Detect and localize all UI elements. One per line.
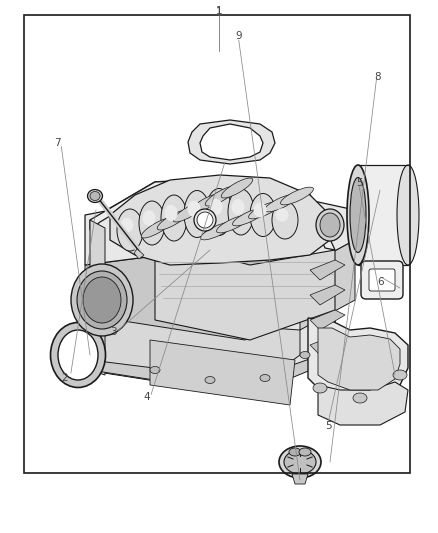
Ellipse shape — [313, 383, 327, 393]
Polygon shape — [150, 340, 295, 405]
Ellipse shape — [260, 375, 270, 382]
Ellipse shape — [205, 376, 215, 384]
Ellipse shape — [350, 177, 366, 253]
Polygon shape — [155, 240, 335, 340]
Ellipse shape — [299, 448, 311, 456]
Polygon shape — [134, 249, 144, 259]
Polygon shape — [308, 318, 408, 398]
Polygon shape — [85, 245, 300, 340]
Ellipse shape — [157, 210, 189, 230]
Ellipse shape — [194, 209, 216, 231]
Text: 6: 6 — [378, 278, 385, 287]
Ellipse shape — [320, 213, 340, 237]
Ellipse shape — [142, 211, 155, 225]
Ellipse shape — [77, 271, 127, 329]
Polygon shape — [90, 178, 335, 250]
Ellipse shape — [83, 277, 121, 323]
Ellipse shape — [397, 165, 419, 265]
Ellipse shape — [289, 448, 301, 456]
Ellipse shape — [173, 202, 205, 222]
Ellipse shape — [150, 367, 160, 374]
Ellipse shape — [90, 191, 100, 200]
Text: 8: 8 — [374, 72, 381, 82]
Ellipse shape — [284, 450, 316, 474]
Ellipse shape — [50, 322, 106, 387]
Ellipse shape — [184, 190, 210, 238]
Ellipse shape — [281, 187, 314, 205]
Ellipse shape — [279, 446, 321, 478]
Ellipse shape — [120, 217, 134, 232]
Polygon shape — [358, 165, 408, 265]
Ellipse shape — [347, 165, 369, 265]
Ellipse shape — [265, 194, 297, 212]
Bar — [24, 15, 410, 473]
Polygon shape — [310, 260, 345, 280]
FancyBboxPatch shape — [369, 269, 395, 291]
Ellipse shape — [141, 218, 173, 238]
Ellipse shape — [233, 208, 265, 226]
Ellipse shape — [300, 351, 310, 359]
Polygon shape — [292, 474, 308, 484]
Ellipse shape — [205, 186, 237, 206]
Polygon shape — [310, 335, 345, 355]
Ellipse shape — [117, 209, 143, 251]
Ellipse shape — [248, 201, 282, 219]
Ellipse shape — [139, 201, 165, 245]
Polygon shape — [310, 285, 345, 305]
Polygon shape — [200, 124, 263, 160]
Ellipse shape — [206, 189, 232, 236]
Polygon shape — [300, 240, 355, 330]
Ellipse shape — [209, 199, 223, 215]
Polygon shape — [318, 328, 400, 390]
Text: 9: 9 — [235, 31, 242, 41]
Ellipse shape — [71, 264, 133, 336]
Polygon shape — [85, 315, 300, 395]
Ellipse shape — [228, 189, 254, 235]
Ellipse shape — [58, 330, 98, 380]
Ellipse shape — [254, 203, 266, 217]
Ellipse shape — [232, 199, 244, 215]
Ellipse shape — [272, 201, 298, 239]
Ellipse shape — [276, 208, 289, 222]
Text: 3: 3 — [110, 327, 117, 336]
Ellipse shape — [201, 222, 233, 240]
Text: 1: 1 — [216, 7, 222, 17]
Ellipse shape — [221, 178, 253, 198]
Ellipse shape — [187, 201, 201, 217]
Polygon shape — [200, 128, 260, 155]
Text: 7: 7 — [54, 138, 61, 148]
Polygon shape — [193, 124, 268, 157]
Polygon shape — [90, 220, 105, 375]
Text: 2: 2 — [61, 374, 68, 383]
Ellipse shape — [393, 370, 407, 380]
Ellipse shape — [353, 393, 367, 403]
Text: 4: 4 — [143, 392, 150, 402]
Ellipse shape — [88, 190, 102, 203]
Ellipse shape — [197, 212, 213, 228]
Polygon shape — [85, 185, 355, 270]
Polygon shape — [90, 178, 335, 395]
Ellipse shape — [161, 195, 187, 241]
Ellipse shape — [316, 209, 344, 241]
Ellipse shape — [216, 215, 250, 233]
Text: 5: 5 — [325, 422, 332, 431]
Ellipse shape — [165, 205, 177, 221]
Text: 5: 5 — [356, 179, 363, 188]
Polygon shape — [90, 350, 335, 395]
Ellipse shape — [189, 194, 221, 214]
Polygon shape — [188, 120, 275, 164]
Polygon shape — [110, 175, 330, 265]
Text: 1: 1 — [215, 6, 223, 15]
FancyBboxPatch shape — [361, 261, 403, 299]
Polygon shape — [310, 310, 345, 330]
Ellipse shape — [250, 193, 276, 237]
Polygon shape — [318, 382, 408, 425]
